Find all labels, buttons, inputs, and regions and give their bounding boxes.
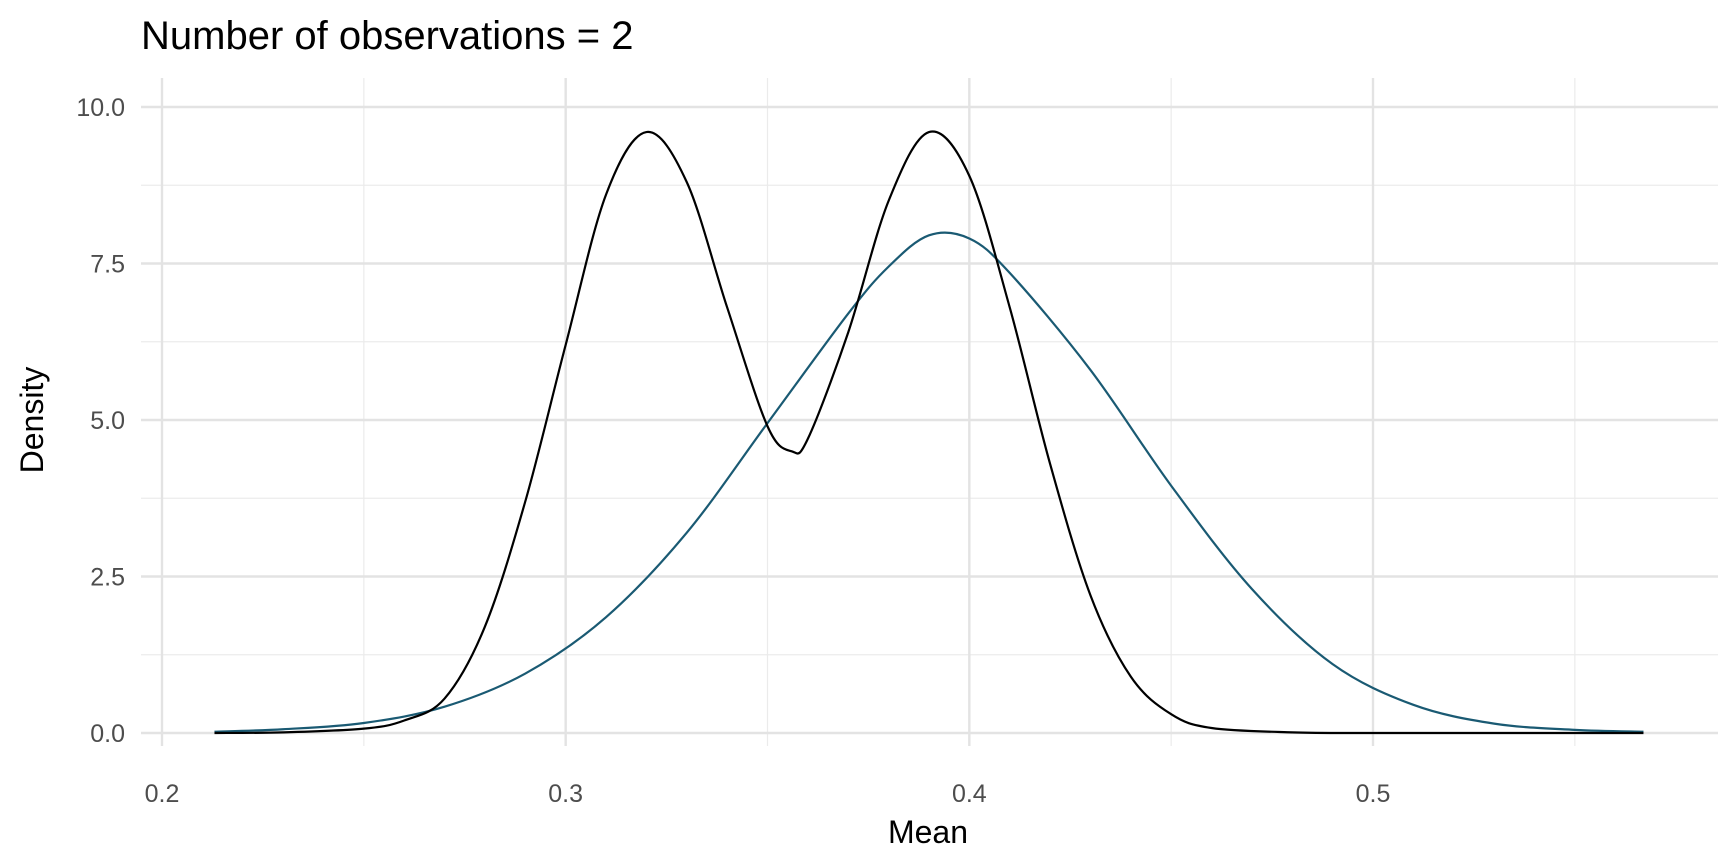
x-axis-ticks: 0.2 0.3 0.4 0.5 [145,780,1391,808]
series-layer [214,130,1644,735]
x-tick-label: 0.4 [952,780,987,808]
y-tick-label: 2.5 [90,564,125,592]
y-axis-title: Density [14,367,50,474]
x-axis-title: Mean [888,814,968,850]
y-tick-label: 7.5 [90,251,125,279]
chart-title: Number of observations = 2 [141,14,634,58]
x-tick-label: 0.3 [548,780,583,808]
y-tick-label: 0.0 [90,720,125,748]
density-line-1 [214,130,1644,735]
density-line-2 [214,231,1644,733]
x-tick-label: 0.2 [145,780,180,808]
x-tick-label: 0.5 [1356,780,1391,808]
major-gridlines [141,78,1718,746]
y-axis-ticks: 0.0 2.5 5.0 7.5 10.0 [76,94,125,748]
y-tick-label: 5.0 [90,407,125,435]
minor-gridlines [141,78,1718,746]
y-tick-label: 10.0 [76,94,125,122]
